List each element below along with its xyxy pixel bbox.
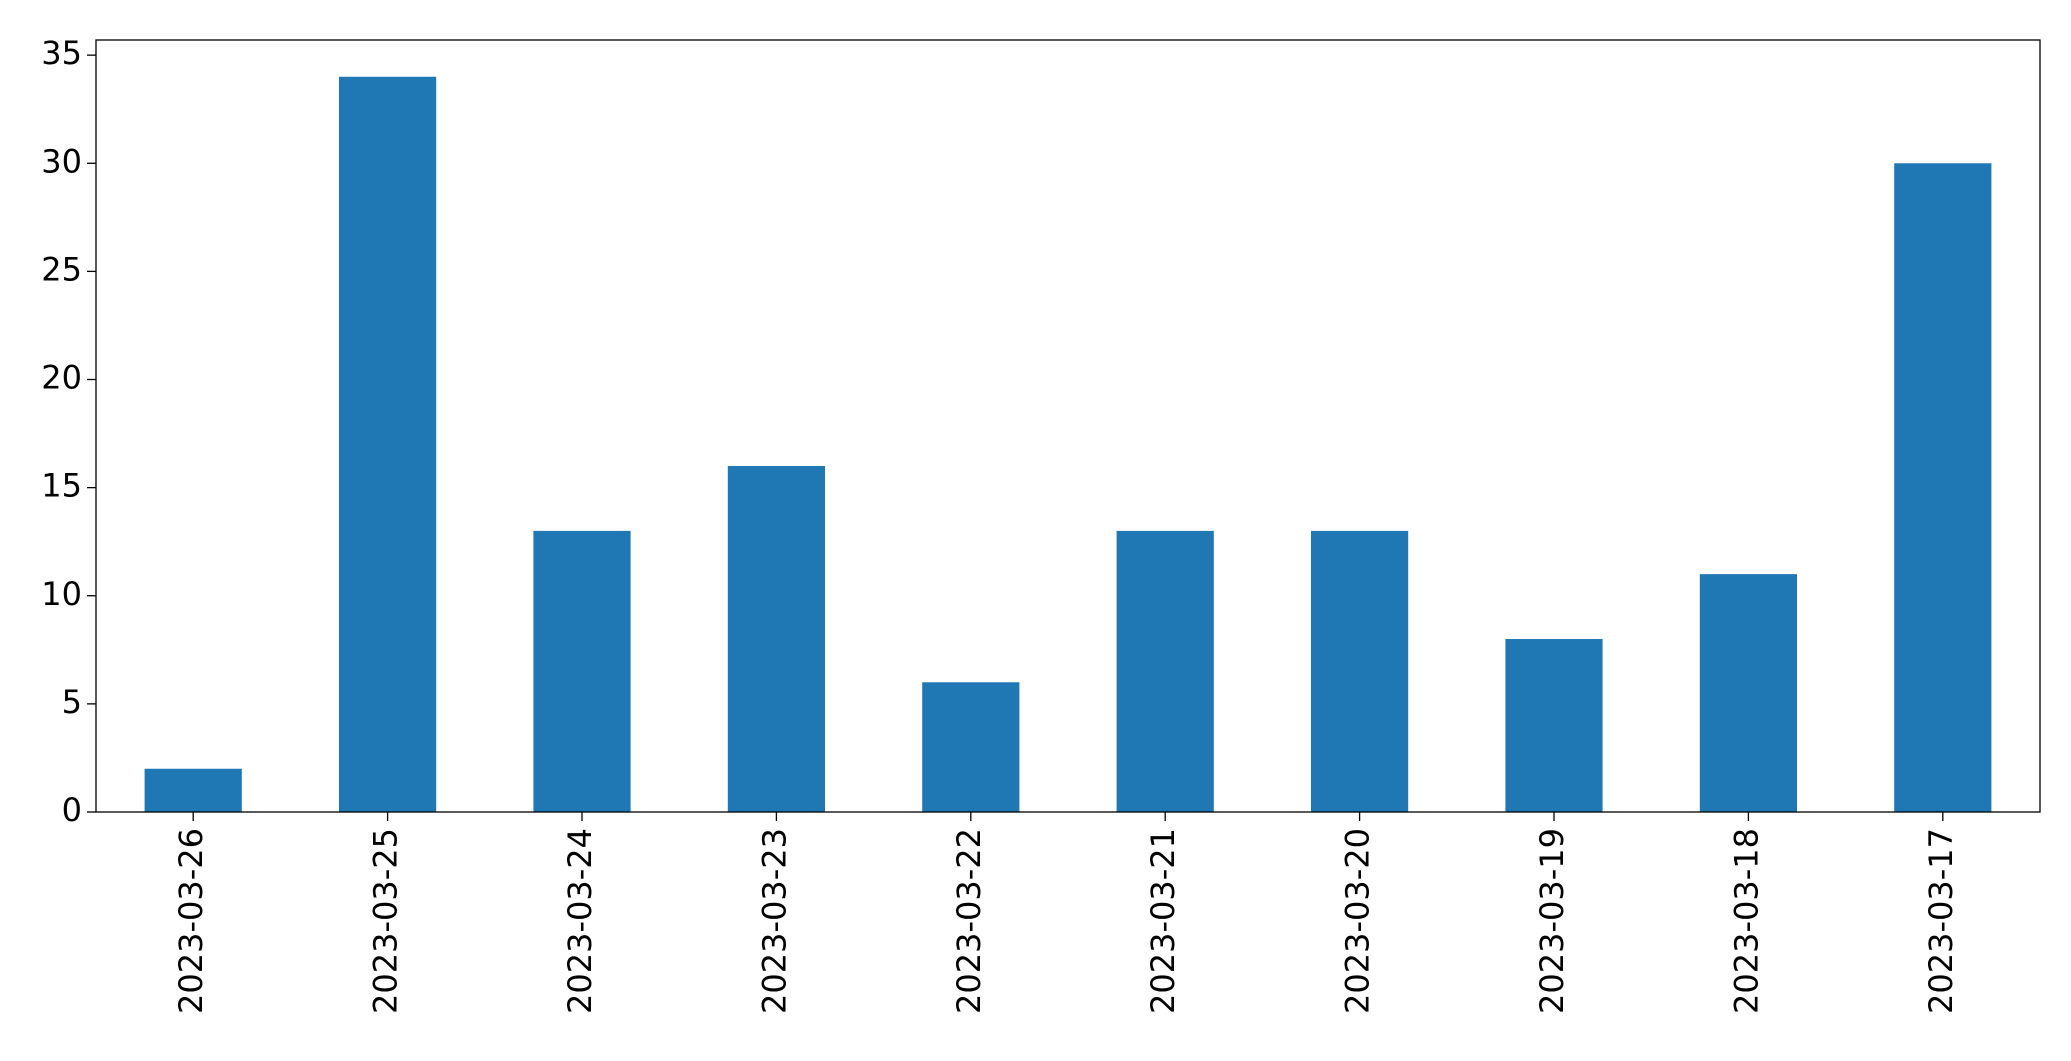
y-tick-label: 0	[62, 791, 82, 829]
x-tick-label: 2023-03-18	[1727, 828, 1765, 1014]
y-tick-label: 25	[41, 250, 82, 288]
plot-frame	[95, 39, 2041, 813]
bar	[1699, 574, 1797, 812]
bar	[533, 530, 631, 812]
y-tick-label: 20	[41, 359, 82, 397]
x-tick-label: 2023-03-22	[950, 828, 988, 1014]
bar	[1894, 163, 1992, 812]
y-tick-label: 15	[41, 467, 82, 505]
y-tick-label: 10	[41, 575, 82, 613]
bar	[922, 682, 1020, 812]
bar	[1505, 639, 1603, 812]
y-tick-label: 5	[62, 683, 82, 721]
y-tick-label: 30	[41, 142, 82, 180]
x-tick-label: 2023-03-23	[755, 828, 793, 1014]
x-tick-label: 2023-03-21	[1144, 828, 1182, 1014]
bar	[1116, 530, 1214, 812]
bar	[144, 768, 242, 812]
x-tick-label: 2023-03-25	[367, 828, 405, 1014]
x-tick-label: 2023-03-24	[561, 828, 599, 1014]
bar	[1311, 530, 1409, 812]
bar	[727, 466, 825, 812]
bar	[339, 76, 437, 812]
x-tick-label: 2023-03-20	[1339, 828, 1377, 1014]
x-tick-label: 2023-03-26	[172, 828, 210, 1014]
x-tick-label: 2023-03-17	[1922, 828, 1960, 1014]
y-tick-label: 35	[41, 34, 82, 72]
x-tick-label: 2023-03-19	[1533, 828, 1571, 1014]
